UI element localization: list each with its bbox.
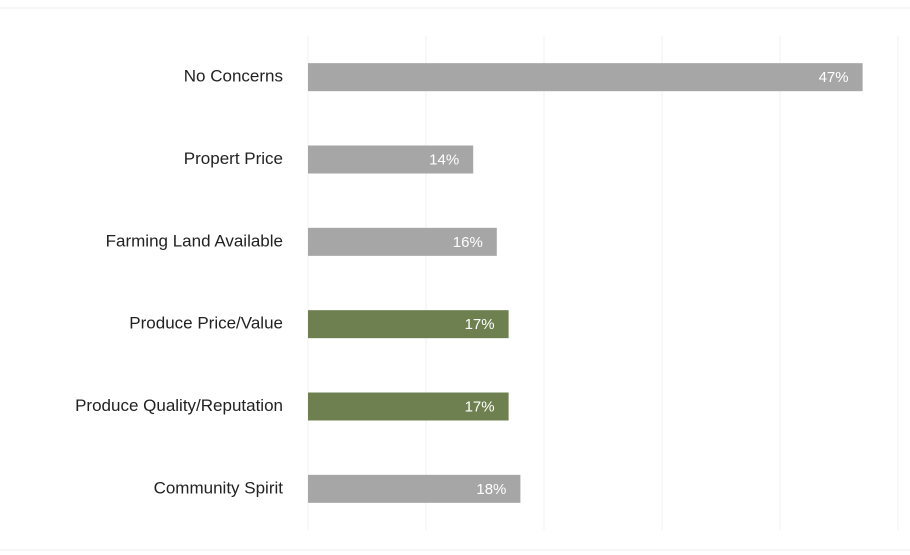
value-label: 17%	[465, 316, 495, 333]
bar	[308, 145, 474, 174]
value-label: 16%	[453, 234, 483, 251]
bar	[308, 474, 521, 503]
value-label: 47%	[819, 69, 849, 86]
bar	[308, 63, 863, 92]
bar	[308, 227, 497, 256]
bar	[308, 310, 509, 339]
category-label: Propert Price	[184, 149, 283, 168]
category-label: Produce Quality/Reputation	[75, 396, 283, 415]
category-label: Produce Price/Value	[129, 314, 283, 333]
value-label: 18%	[476, 481, 506, 498]
value-label: 14%	[429, 151, 459, 168]
category-label: Community Spirit	[154, 478, 284, 497]
bar	[308, 392, 509, 421]
value-label: 17%	[465, 398, 495, 415]
category-label: Farming Land Available	[106, 231, 283, 250]
category-label: No Concerns	[184, 67, 283, 86]
